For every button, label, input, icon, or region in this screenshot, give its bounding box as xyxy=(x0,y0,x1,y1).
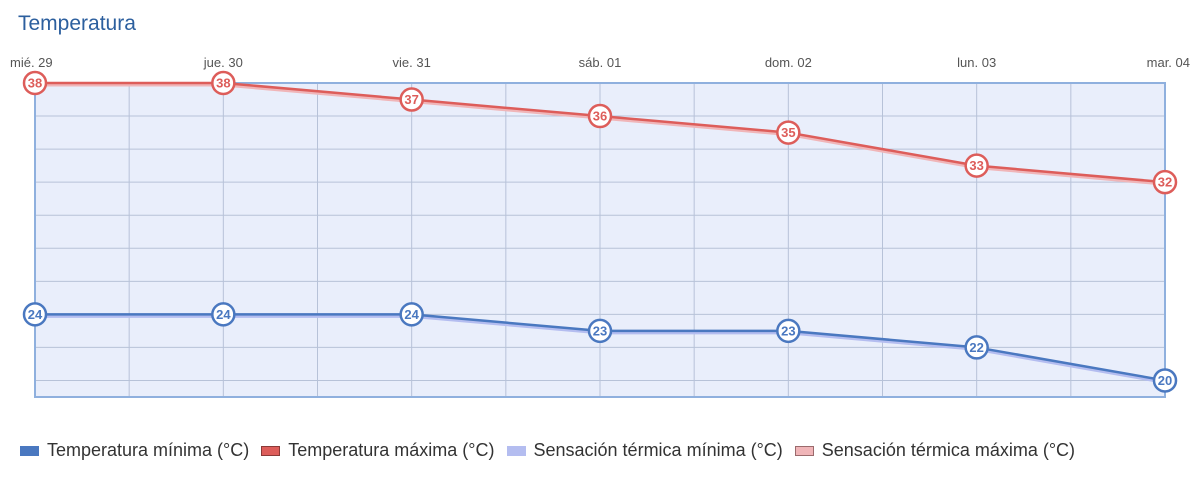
data-label-min: 24 xyxy=(28,307,43,322)
data-label-min: 23 xyxy=(781,323,795,338)
x-tick-label: lun. 03 xyxy=(957,55,996,70)
legend-label-max: Temperatura máxima (°C) xyxy=(288,440,495,460)
x-tick-label: mié. 29 xyxy=(10,55,53,70)
data-point-min xyxy=(399,302,424,327)
data-label-max: 38 xyxy=(28,76,42,91)
data-label-min: 22 xyxy=(969,340,983,355)
x-tick-label: sáb. 01 xyxy=(579,55,622,70)
data-point-min xyxy=(964,335,989,360)
legend-item-max[interactable]: Temperatura máxima (°C) xyxy=(261,440,495,461)
data-label-min: 24 xyxy=(404,307,419,322)
legend-item-min[interactable]: Temperatura mínima (°C) xyxy=(20,440,249,461)
x-tick-label: dom. 02 xyxy=(765,55,812,70)
data-label-max: 36 xyxy=(593,109,607,124)
chart-legend: Temperatura mínima (°C) Temperatura máxi… xyxy=(20,440,1087,461)
data-label-min: 20 xyxy=(1158,373,1172,388)
data-point-min xyxy=(776,318,801,344)
legend-label-feels-max: Sensación térmica máxima (°C) xyxy=(821,440,1076,460)
data-point-max xyxy=(1152,169,1178,195)
data-point-max xyxy=(964,153,989,178)
x-tick-label: vie. 31 xyxy=(393,55,431,70)
legend-swatch-min xyxy=(20,445,39,456)
legend-label-min: Temperatura mínima (°C) xyxy=(47,440,250,460)
data-point-min xyxy=(1152,368,1178,393)
legend-label-feels-min: Sensación térmica mínima (°C) xyxy=(533,440,783,460)
data-point-max xyxy=(587,103,613,129)
temperature-chart: mié. 29 jue. 30 vie. 31 sáb. 01 dom. 02 lun. … xyxy=(10,55,1190,398)
data-point-max xyxy=(22,70,48,96)
data-point-max xyxy=(399,87,424,112)
data-point-min xyxy=(22,302,48,327)
data-label-max: 32 xyxy=(1158,175,1172,190)
chart-title: Temperatura xyxy=(18,12,136,35)
legend-item-feels-max[interactable]: Sensación térmica máxima (°C) xyxy=(794,440,1076,461)
legend-item-feels-min[interactable]: Sensación térmica mínima (°C) xyxy=(506,440,783,461)
data-label-max: 33 xyxy=(969,158,983,173)
legend-swatch-max xyxy=(261,445,281,456)
data-point-min xyxy=(587,318,613,344)
data-label-max: 37 xyxy=(404,92,418,107)
data-label-max: 38 xyxy=(216,76,230,91)
legend-swatch-feels-min xyxy=(506,445,526,456)
plot-border xyxy=(34,82,1166,398)
data-label-min: 24 xyxy=(216,307,231,322)
legend-swatch-feels-max xyxy=(794,445,814,456)
data-label-max: 35 xyxy=(781,125,795,140)
data-point-max xyxy=(211,70,236,96)
x-tick-label: mar. 04 xyxy=(1147,55,1190,70)
data-point-min xyxy=(211,302,236,327)
data-label-min: 23 xyxy=(593,323,607,338)
x-tick-label: jue. 30 xyxy=(203,55,243,70)
data-point-max xyxy=(776,120,801,145)
